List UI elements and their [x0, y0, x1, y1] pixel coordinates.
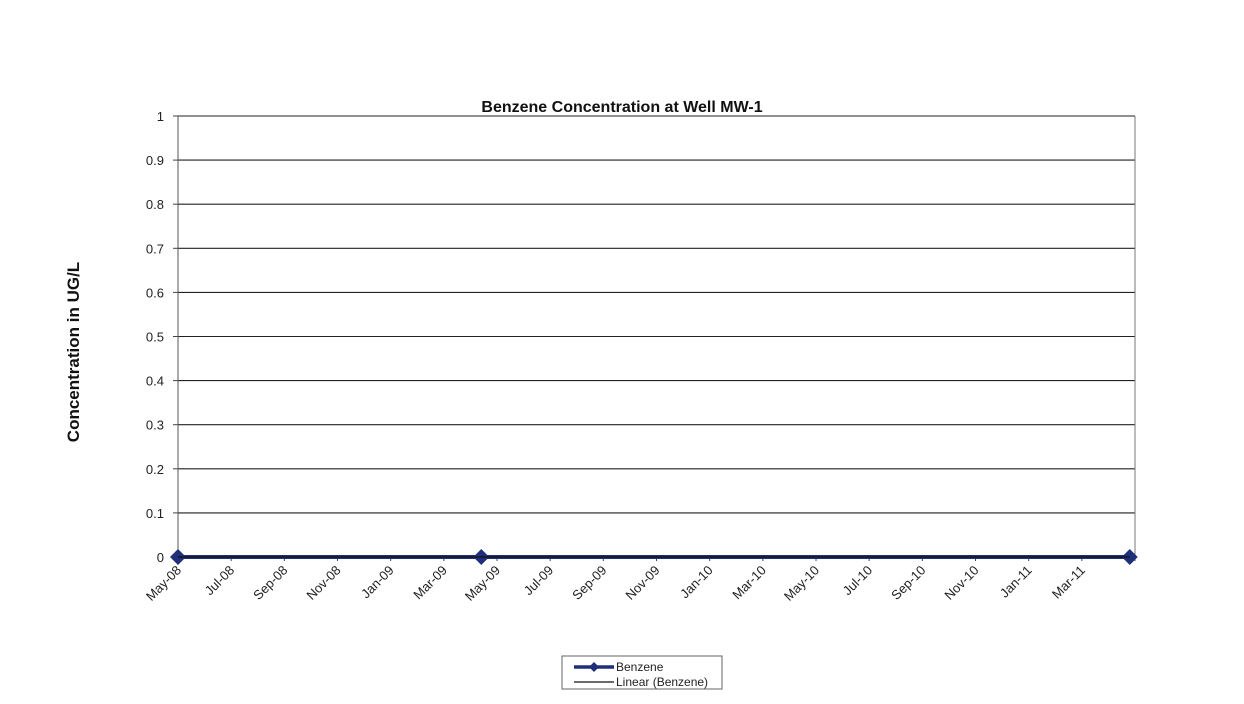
x-tick-label: May-09	[462, 563, 503, 604]
x-tick-label: Nov-08	[303, 563, 343, 603]
y-tick-label: 0	[157, 550, 164, 565]
series	[170, 549, 1138, 565]
x-tick-label: Mar-09	[410, 563, 450, 603]
x-tick-label: Jul-08	[202, 563, 238, 599]
x-tick-label: Jul-10	[840, 563, 876, 599]
y-tick-label: 0.5	[146, 330, 164, 345]
y-tick-label: 0.8	[146, 197, 164, 212]
x-tick-label: Mar-11	[1049, 563, 1088, 602]
y-tick-label: 1	[157, 109, 164, 124]
x-tick-label: Jan-09	[358, 563, 397, 602]
x-tick-label: Sep-08	[250, 563, 290, 603]
x-tick-label: Sep-10	[888, 563, 928, 603]
y-tick-label: 0.7	[146, 241, 164, 256]
legend-label-linear-benzene: Linear (Benzene)	[616, 675, 708, 689]
x-tick-labels: May-08 Jul-08 Sep-08 Nov-08 Jan-09 Mar-09 May-…	[143, 563, 1088, 604]
y-tick-label: 0.9	[146, 153, 164, 168]
y-tick-labels: 0 0.1 0.2 0.3 0.4 0.5 0.6 0.7 0.8 0.9 1	[146, 109, 164, 565]
x-tick-label: Jan-10	[677, 563, 716, 602]
y-tick-label: 0.2	[146, 462, 164, 477]
y-tick-label: 0.6	[146, 285, 164, 300]
x-tick-label: Jan-11	[997, 563, 1035, 601]
legend-label-benzene: Benzene	[616, 660, 664, 674]
x-tick-label: Mar-10	[729, 563, 769, 603]
x-tick-label: Jul-09	[521, 563, 557, 599]
axes	[173, 115, 1136, 561]
y-axis-label: Concentration in UG/L	[64, 262, 83, 442]
y-tick-label: 0.4	[146, 374, 164, 389]
gridlines	[178, 115, 1135, 514]
x-tick-label: May-10	[781, 563, 822, 604]
legend-marker-benzene	[589, 662, 599, 672]
y-tick-label: 0.3	[146, 418, 164, 433]
y-tick-label: 0.1	[146, 506, 164, 521]
chart-title: Benzene Concentration at Well MW-1	[481, 99, 762, 116]
x-tick-label: May-08	[143, 563, 184, 604]
legend-box	[561, 655, 723, 690]
x-tick-label: Nov-10	[941, 563, 981, 603]
x-tick-label: Sep-09	[569, 563, 609, 603]
legend: Benzene Linear (Benzene)	[561, 655, 723, 690]
x-tick-label: Nov-09	[622, 563, 662, 603]
